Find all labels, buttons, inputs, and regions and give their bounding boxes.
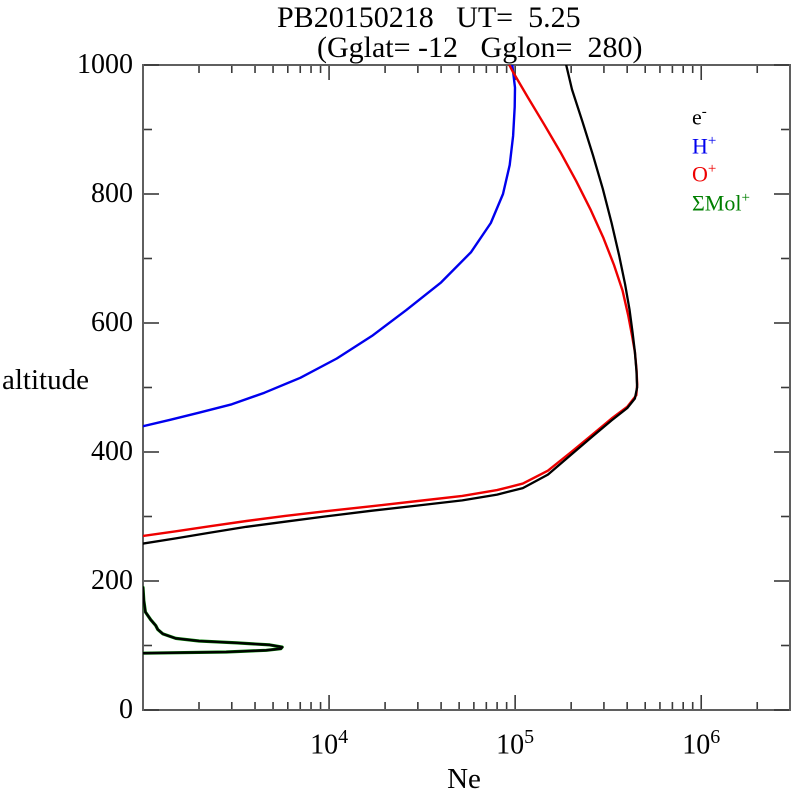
x-tick-label-1e6: 106	[682, 726, 721, 761]
y-tick-label-1000: 1000	[77, 49, 133, 80]
legend-item-molecular-ions: ΣMol+	[692, 189, 750, 215]
legend-item-electrons: e-	[692, 104, 707, 130]
y-axis-title: altitude	[2, 364, 89, 396]
y-tick-label-800: 800	[91, 178, 133, 209]
series-H+	[143, 65, 517, 428]
y-tick-label-400: 400	[91, 436, 133, 467]
legend-item-hydrogen-ions: H+	[692, 132, 717, 158]
y-tick-label-0: 0	[119, 694, 133, 725]
plot-title-line1: PB20150218 UT= 5.25	[277, 1, 581, 34]
x-tick-label-1e4: 104	[310, 726, 349, 761]
legend-item-oxygen-ions: O+	[692, 161, 717, 187]
series-O+	[143, 65, 639, 538]
series-e-	[143, 65, 639, 655]
y-tick-label-600: 600	[91, 307, 133, 338]
x-axis-title: Ne	[447, 763, 481, 795]
x-tick-label-1e5: 105	[496, 726, 535, 761]
plot-title-line2: (Gglat= -12 Gglon= 280)	[317, 31, 643, 64]
y-tick-label-200: 200	[91, 565, 133, 596]
